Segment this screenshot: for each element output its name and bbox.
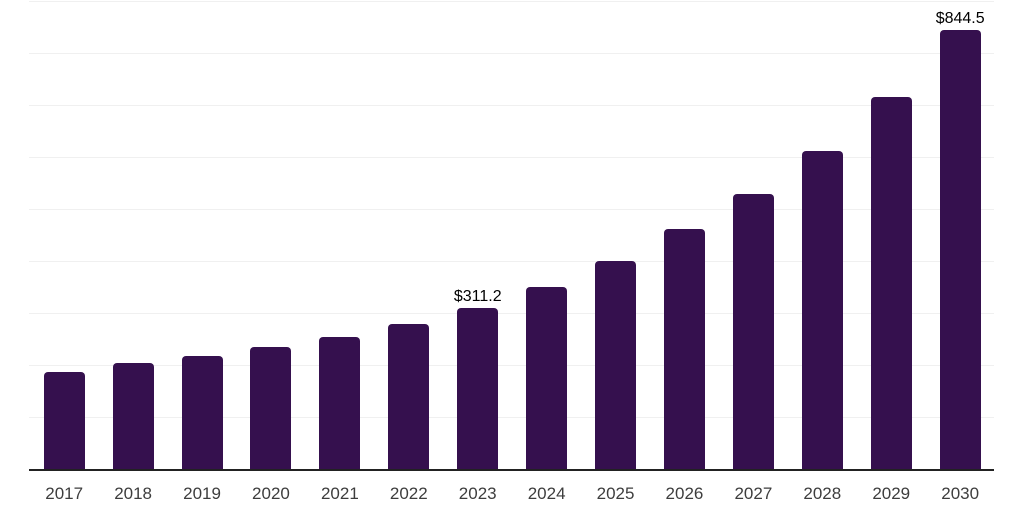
bar-2030 xyxy=(939,30,981,470)
x-tick-2025: 2025 xyxy=(596,484,635,503)
bar-2022 xyxy=(388,324,430,470)
bar-2026 xyxy=(663,229,705,470)
x-tick-2022: 2022 xyxy=(389,484,428,503)
gridline-500 xyxy=(29,209,994,211)
gridline-300 xyxy=(29,313,994,315)
bar-2024 xyxy=(526,286,568,470)
x-tick-2030: 2030 xyxy=(941,484,980,503)
bar-2025 xyxy=(595,260,637,470)
bar-2027 xyxy=(732,194,774,470)
gridline-400 xyxy=(29,261,994,263)
gridline-600 xyxy=(29,157,994,159)
gridline-200 xyxy=(29,365,994,367)
gridline-800 xyxy=(29,53,994,55)
x-axis-line xyxy=(29,469,994,471)
gridline-700 xyxy=(29,105,994,107)
bar-2018 xyxy=(112,363,154,470)
x-tick-2018: 2018 xyxy=(114,484,153,503)
bar-2028 xyxy=(801,150,843,470)
bar-2017 xyxy=(43,372,85,470)
x-tick-2026: 2026 xyxy=(665,484,704,503)
x-tick-2024: 2024 xyxy=(527,484,566,503)
gridline-100 xyxy=(29,417,994,419)
bar-2029 xyxy=(870,96,912,470)
x-tick-2019: 2019 xyxy=(183,484,221,503)
x-tick-2023: 2023 xyxy=(458,484,497,503)
x-tick-2029: 2029 xyxy=(872,484,911,503)
bar-2020 xyxy=(250,347,292,470)
x-tick-2027: 2027 xyxy=(734,484,773,503)
bar-2023 xyxy=(457,308,499,470)
value-label-2023: $311.2 xyxy=(453,288,502,305)
x-tick-2021: 2021 xyxy=(320,484,359,503)
x-tick-2017: 2017 xyxy=(45,484,84,503)
bar-2019 xyxy=(181,355,223,470)
x-tick-2020: 2020 xyxy=(252,484,290,503)
value-label-2030: $844.5 xyxy=(935,10,985,28)
gridline-900 xyxy=(29,1,994,2)
bar-2021 xyxy=(319,336,361,470)
x-tick-2028: 2028 xyxy=(803,484,842,503)
